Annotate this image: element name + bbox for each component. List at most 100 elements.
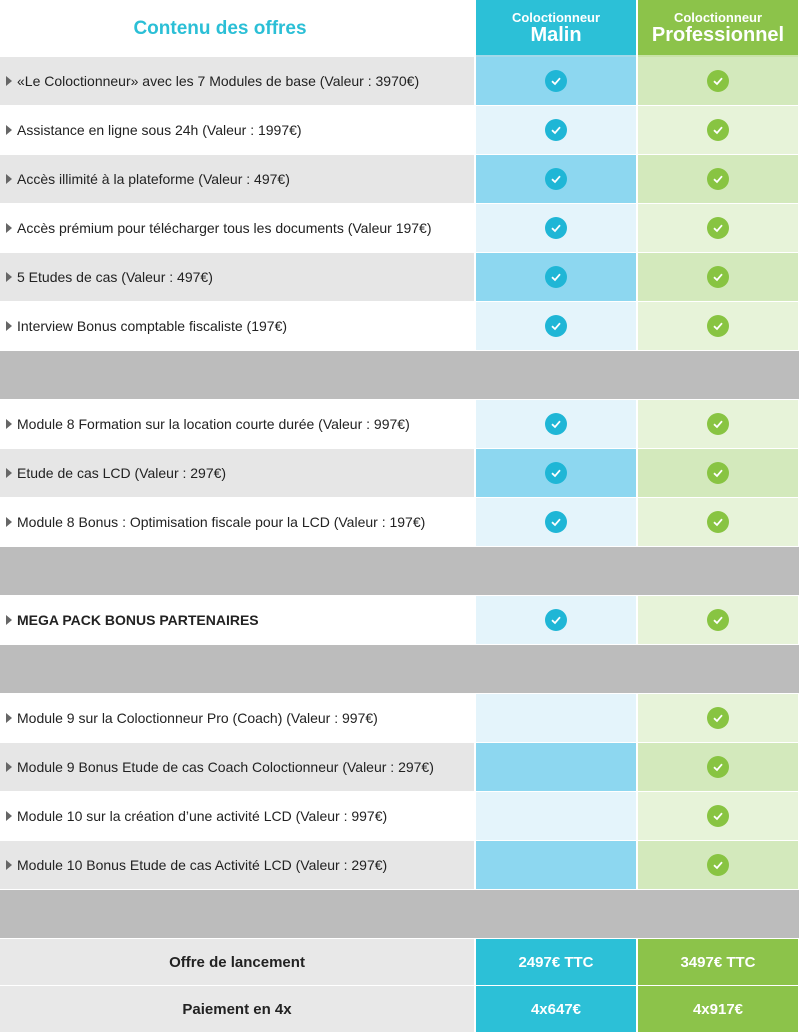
triangle-right-icon — [6, 762, 12, 772]
check-circle-icon — [707, 119, 729, 141]
feature-label: Accès illimité à la plateforme (Valeur :… — [17, 171, 290, 187]
pro-cell — [638, 792, 798, 840]
malin-cell — [476, 498, 636, 546]
check-circle-icon — [707, 266, 729, 288]
price-label-cell: Offre de lancement — [0, 939, 474, 985]
feature-label: «Le Coloctionneur» avec les 7 Modules de… — [17, 73, 420, 89]
feature-label-cell: Module 10 Bonus Etude de cas Activité LC… — [0, 841, 474, 889]
feature-label: Module 9 sur la Coloctionneur Pro (Coach… — [17, 710, 378, 726]
check-circle-icon — [545, 217, 567, 239]
pro-cell — [638, 743, 798, 791]
triangle-right-icon — [6, 125, 12, 135]
malin-installment-price: 4x647€ — [530, 1000, 582, 1018]
feature-label-cell: Module 9 Bonus Etude de cas Coach Coloct… — [0, 743, 474, 791]
section-separator — [0, 890, 799, 939]
check-circle-icon — [707, 511, 729, 533]
check-circle-icon — [545, 266, 567, 288]
feature-row: MEGA PACK BONUS PARTENAIRES — [0, 596, 799, 645]
plan-malin-subtitle: Coloctionneur — [511, 9, 601, 25]
feature-label: Module 8 Formation sur la location court… — [17, 416, 410, 432]
price-row-launch: Offre de lancement 2497€ TTC 3497€ TTC — [0, 939, 799, 986]
feature-label-cell: Module 8 Bonus : Optimisation fiscale po… — [0, 498, 474, 546]
feature-row: Interview Bonus comptable fiscaliste (19… — [0, 302, 799, 351]
feature-label-cell: Module 8 Formation sur la location court… — [0, 400, 474, 448]
triangle-right-icon — [6, 468, 12, 478]
feature-row: Module 9 sur la Coloctionneur Pro (Coach… — [0, 694, 799, 743]
pro-launch-price: 3497€ TTC — [680, 953, 756, 971]
header-title-cell: Contenu des offres — [0, 0, 474, 57]
pro-cell — [638, 596, 798, 644]
triangle-right-icon — [6, 174, 12, 184]
triangle-right-icon — [6, 321, 12, 331]
pro-cell — [638, 841, 798, 889]
triangle-right-icon — [6, 223, 12, 233]
plan-malin-name: Malin — [530, 23, 582, 46]
feature-label: Assistance en ligne sous 24h (Valeur : 1… — [17, 122, 302, 138]
check-circle-icon — [707, 217, 729, 239]
feature-label-cell: «Le Coloctionneur» avec les 7 Modules de… — [0, 57, 474, 105]
triangle-right-icon — [6, 615, 12, 625]
launch-offer-label: Offre de lancement — [169, 953, 305, 971]
feature-label: Module 8 Bonus : Optimisation fiscale po… — [17, 514, 426, 530]
feature-label: MEGA PACK BONUS PARTENAIRES — [17, 612, 259, 628]
malin-cell — [476, 106, 636, 154]
pro-cell — [638, 498, 798, 546]
feature-row: 5 Etudes de cas (Valeur : 497€) — [0, 253, 799, 302]
malin-price-cell: 4x647€ — [476, 986, 636, 1032]
feature-row: «Le Coloctionneur» avec les 7 Modules de… — [0, 57, 799, 106]
triangle-right-icon — [6, 517, 12, 527]
pro-cell — [638, 694, 798, 742]
triangle-right-icon — [6, 713, 12, 723]
check-circle-icon — [545, 70, 567, 92]
check-circle-icon — [707, 609, 729, 631]
pro-cell — [638, 400, 798, 448]
triangle-right-icon — [6, 811, 12, 821]
feature-label: Etude de cas LCD (Valeur : 297€) — [17, 465, 227, 481]
price-label-cell: Paiement en 4x — [0, 986, 474, 1032]
feature-row: Etude de cas LCD (Valeur : 297€) — [0, 449, 799, 498]
pro-cell — [638, 302, 798, 350]
plan-malin-header: Coloctionneur Malin — [476, 0, 636, 57]
triangle-right-icon — [6, 272, 12, 282]
malin-cell — [476, 57, 636, 105]
malin-cell — [476, 253, 636, 301]
check-circle-icon — [707, 315, 729, 337]
feature-label: 5 Etudes de cas (Valeur : 497€) — [17, 269, 213, 285]
feature-row: Accès prémium pour télécharger tous les … — [0, 204, 799, 253]
malin-cell — [476, 792, 636, 840]
malin-launch-price: 2497€ TTC — [518, 953, 594, 971]
triangle-right-icon — [6, 860, 12, 870]
pro-cell — [638, 449, 798, 497]
malin-cell — [476, 596, 636, 644]
check-circle-icon — [545, 462, 567, 484]
pro-installment-price: 4x917€ — [692, 1000, 744, 1018]
check-circle-icon — [545, 609, 567, 631]
feature-label-cell: 5 Etudes de cas (Valeur : 497€) — [0, 253, 474, 301]
pro-cell — [638, 106, 798, 154]
malin-cell — [476, 204, 636, 252]
feature-label-cell: Module 9 sur la Coloctionneur Pro (Coach… — [0, 694, 474, 742]
feature-label: Interview Bonus comptable fiscaliste (19… — [17, 318, 288, 334]
feature-label: Module 10 Bonus Etude de cas Activité LC… — [17, 857, 388, 873]
malin-cell — [476, 841, 636, 889]
malin-cell — [476, 694, 636, 742]
plan-pro-header: Coloctionneur Professionnel — [638, 0, 798, 57]
check-circle-icon — [707, 70, 729, 92]
table-title: Contenu des offres — [133, 17, 307, 39]
check-circle-icon — [707, 707, 729, 729]
pro-cell — [638, 253, 798, 301]
feature-label: Module 10 sur la création d’une activité… — [17, 808, 388, 824]
feature-label: Accès prémium pour télécharger tous les … — [17, 220, 432, 236]
feature-label-cell: Etude de cas LCD (Valeur : 297€) — [0, 449, 474, 497]
check-circle-icon — [707, 413, 729, 435]
malin-cell — [476, 400, 636, 448]
check-circle-icon — [707, 854, 729, 876]
plan-pro-name: Professionnel — [651, 23, 785, 46]
section-separator — [0, 645, 799, 694]
pro-price-cell: 4x917€ — [638, 986, 798, 1032]
feature-row: Module 9 Bonus Etude de cas Coach Coloct… — [0, 743, 799, 792]
triangle-right-icon — [6, 76, 12, 86]
check-circle-icon — [545, 119, 567, 141]
malin-cell — [476, 302, 636, 350]
